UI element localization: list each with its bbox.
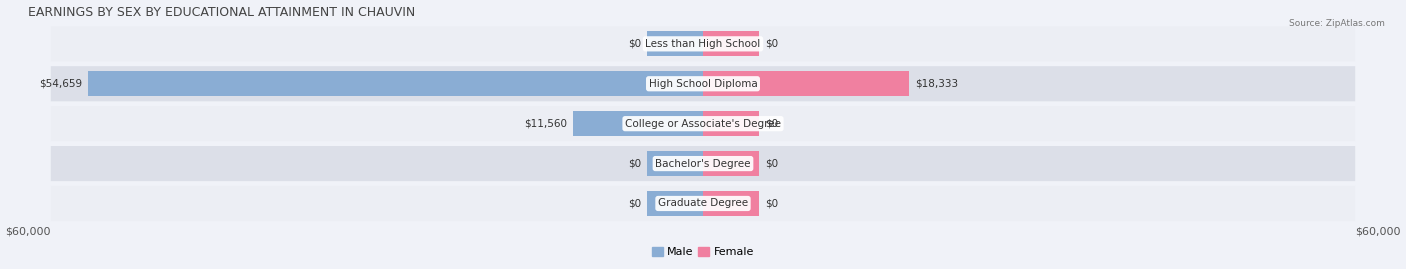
- FancyBboxPatch shape: [51, 186, 1355, 221]
- Text: $54,659: $54,659: [39, 79, 83, 89]
- Text: $18,333: $18,333: [915, 79, 957, 89]
- Text: Graduate Degree: Graduate Degree: [658, 199, 748, 208]
- Bar: [703, 151, 759, 176]
- Bar: [574, 111, 703, 136]
- Text: $0: $0: [628, 39, 641, 49]
- Legend: Male, Female: Male, Female: [647, 242, 759, 262]
- Text: $0: $0: [765, 199, 778, 208]
- FancyBboxPatch shape: [51, 146, 1355, 181]
- FancyBboxPatch shape: [51, 66, 1355, 101]
- FancyBboxPatch shape: [51, 106, 1355, 141]
- Text: $0: $0: [628, 158, 641, 169]
- Text: Source: ZipAtlas.com: Source: ZipAtlas.com: [1289, 19, 1385, 28]
- Bar: [647, 31, 703, 56]
- Text: High School Diploma: High School Diploma: [648, 79, 758, 89]
- Bar: [703, 31, 759, 56]
- Text: EARNINGS BY SEX BY EDUCATIONAL ATTAINMENT IN CHAUVIN: EARNINGS BY SEX BY EDUCATIONAL ATTAINMEN…: [28, 6, 416, 19]
- Text: $0: $0: [765, 158, 778, 169]
- Text: $0: $0: [765, 119, 778, 129]
- Bar: [647, 191, 703, 216]
- Bar: [647, 151, 703, 176]
- Bar: [89, 71, 703, 96]
- Text: $0: $0: [765, 39, 778, 49]
- Text: $11,560: $11,560: [524, 119, 568, 129]
- Text: College or Associate's Degree: College or Associate's Degree: [626, 119, 780, 129]
- Bar: [703, 71, 910, 96]
- Bar: [703, 191, 759, 216]
- Bar: [703, 111, 759, 136]
- Text: Less than High School: Less than High School: [645, 39, 761, 49]
- Text: $0: $0: [628, 199, 641, 208]
- FancyBboxPatch shape: [51, 26, 1355, 61]
- Text: Bachelor's Degree: Bachelor's Degree: [655, 158, 751, 169]
